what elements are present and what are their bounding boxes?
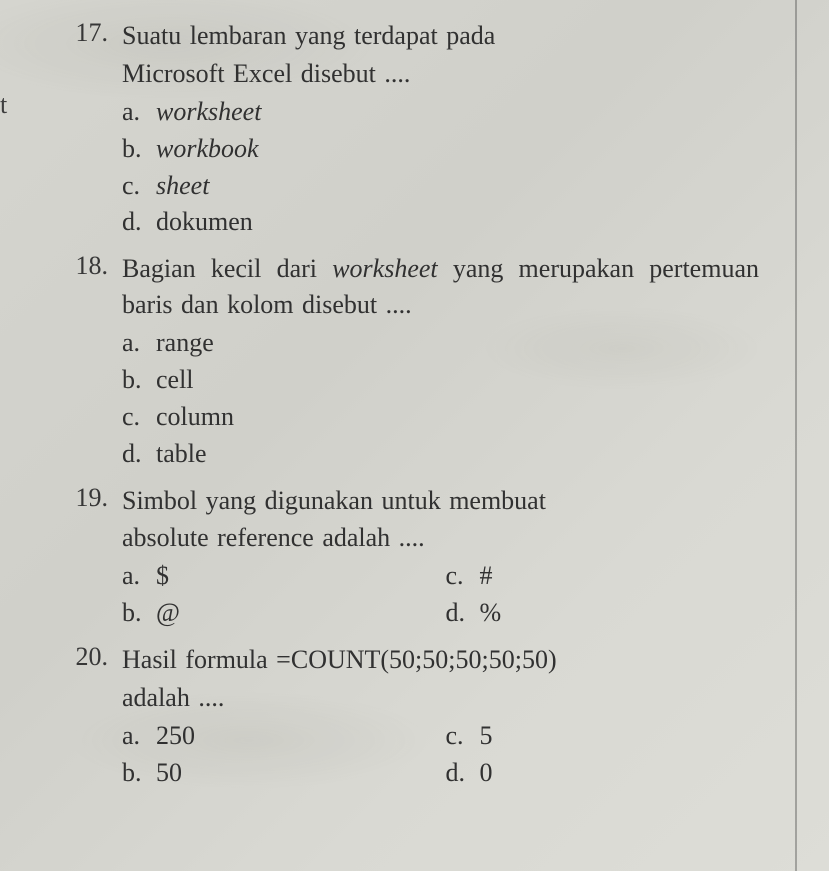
option-d: d. 0 — [446, 755, 760, 791]
option-letter: d. — [122, 436, 156, 472]
option-letter: c. — [446, 558, 480, 594]
question-stem: Bagian kecil dari worksheet yang merupak… — [122, 251, 759, 323]
option-text: 5 — [480, 718, 760, 754]
option-text: dokumen — [156, 204, 759, 240]
option-letter: c. — [446, 718, 480, 754]
options-left-col: a. 250 b. 50 — [122, 718, 436, 792]
question-20: 20. Hasil formula =COUNT(50;50;50;50;50)… — [70, 642, 789, 792]
option-text: 250 — [156, 718, 436, 754]
option-text: workbook — [156, 131, 759, 167]
option-c: c. sheet — [122, 168, 759, 204]
question-stem-line: Suatu lembaran yang terdapat pada — [122, 18, 759, 54]
option-text: cell — [156, 362, 759, 398]
option-b: b. cell — [122, 362, 759, 398]
option-letter: a. — [122, 718, 156, 754]
option-letter: b. — [122, 362, 156, 398]
question-stem-line: Hasil formula =COUNT(50;50;50;50;50) — [122, 642, 759, 678]
options-left-col: a. $ b. @ — [122, 558, 436, 632]
page: t 17. Suatu lembaran yang terdapat pada … — [0, 0, 829, 871]
question-stem-line: absolute reference adalah .... — [122, 520, 759, 556]
options: a. worksheet b. workbook c. sheet d. dok… — [122, 94, 759, 241]
option-a: a. worksheet — [122, 94, 759, 130]
option-letter: c. — [122, 399, 156, 435]
question-number: 18. — [70, 251, 122, 472]
question-stem-line: Simbol yang digunakan untuk membuat — [122, 483, 759, 519]
option-text: 50 — [156, 755, 436, 791]
option-text: worksheet — [156, 94, 759, 130]
right-border-line — [795, 0, 797, 871]
option-b: b. @ — [122, 595, 436, 631]
option-letter: b. — [122, 755, 156, 791]
question-number: 17. — [70, 18, 122, 241]
left-edge-char: t — [0, 90, 7, 120]
option-a: a. 250 — [122, 718, 436, 754]
option-letter: a. — [122, 325, 156, 361]
option-letter: c. — [122, 168, 156, 204]
question-number: 19. — [70, 483, 122, 633]
option-letter: d. — [446, 595, 480, 631]
question-17: 17. Suatu lembaran yang terdapat pada Mi… — [70, 18, 789, 241]
option-text: column — [156, 399, 759, 435]
option-letter: a. — [122, 94, 156, 130]
option-text: # — [480, 558, 760, 594]
question-body: Suatu lembaran yang terdapat pada Micros… — [122, 18, 789, 241]
option-letter: a. — [122, 558, 156, 594]
option-text: table — [156, 436, 759, 472]
question-body: Hasil formula =COUNT(50;50;50;50;50) ada… — [122, 642, 789, 792]
question-stem-line: adalah .... — [122, 680, 759, 716]
option-text: $ — [156, 558, 436, 594]
question-19: 19. Simbol yang digunakan untuk membuat … — [70, 483, 789, 633]
question-body: Bagian kecil dari worksheet yang merupak… — [122, 251, 789, 472]
option-b: b. 50 — [122, 755, 436, 791]
question-body: Simbol yang digunakan untuk membuat abso… — [122, 483, 789, 633]
option-text: range — [156, 325, 759, 361]
options: a. 250 b. 50 c. 5 d. 0 — [122, 718, 759, 792]
option-letter: b. — [122, 595, 156, 631]
options-right-col: c. # d. % — [436, 558, 760, 632]
options-right-col: c. 5 d. 0 — [436, 718, 760, 792]
option-a: a. $ — [122, 558, 436, 594]
option-text: sheet — [156, 168, 759, 204]
option-b: b. workbook — [122, 131, 759, 167]
question-number: 20. — [70, 642, 122, 792]
option-letter: b. — [122, 131, 156, 167]
option-c: c. column — [122, 399, 759, 435]
option-text: 0 — [480, 755, 760, 791]
option-c: c. # — [446, 558, 760, 594]
option-text: % — [480, 595, 760, 631]
option-d: d. dokumen — [122, 204, 759, 240]
option-c: c. 5 — [446, 718, 760, 754]
option-d: d. % — [446, 595, 760, 631]
options: a. range b. cell c. column d. table — [122, 325, 759, 472]
option-letter: d. — [122, 204, 156, 240]
option-text: @ — [156, 595, 436, 631]
options: a. $ b. @ c. # d. % — [122, 558, 759, 632]
option-letter: d. — [446, 755, 480, 791]
question-stem-line: Microsoft Excel disebut .... — [122, 56, 759, 92]
question-18: 18. Bagian kecil dari worksheet yang mer… — [70, 251, 789, 472]
option-a: a. range — [122, 325, 759, 361]
option-d: d. table — [122, 436, 759, 472]
